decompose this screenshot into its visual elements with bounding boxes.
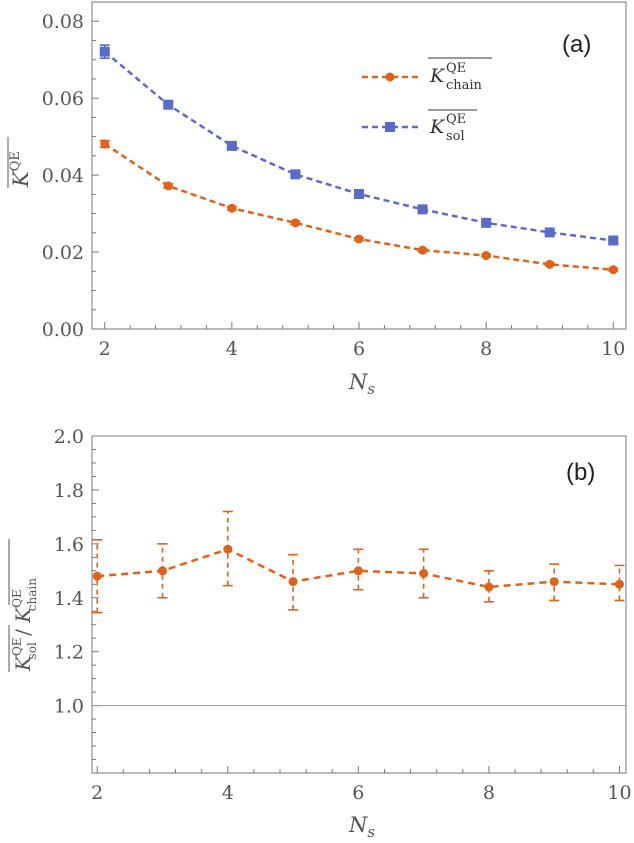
panel-a-xlabel: Ns (348, 370, 375, 398)
data-point-ratio (353, 566, 363, 576)
y-tick-label: 1.6 (54, 534, 84, 556)
data-point-chain (163, 181, 173, 191)
legend-sol-marker (385, 122, 395, 132)
panel-b: 2 4 6 8 10 1.0 1.2 1.4 1.6 1.8 2.0 (b) KQEsol / KQ… (8, 426, 632, 841)
data-point-chain (418, 245, 428, 255)
data-point-ratio (614, 579, 624, 589)
data-point-sol (417, 204, 428, 215)
data-point-ratio (419, 568, 429, 578)
data-point-chain (354, 234, 364, 244)
y-tick-label: 0.08 (42, 11, 84, 33)
x-tick-label: 10 (601, 338, 625, 360)
x-tick-label: 6 (352, 782, 364, 804)
panel-a-ylabel: KQE (7, 137, 33, 188)
x-tick-label: 4 (226, 338, 238, 360)
panel-a-label: (a) (562, 31, 591, 58)
data-point-ratio (484, 582, 494, 592)
data-point-chain (481, 251, 491, 261)
data-point-sol (99, 46, 110, 57)
y-tick-label: 2.0 (54, 426, 84, 448)
series-line-ratio (97, 547, 620, 589)
data-point-sol (163, 99, 174, 110)
data-point-ratio (549, 577, 559, 587)
data-point-ratio (158, 566, 168, 576)
x-tick-label: 2 (91, 782, 103, 804)
data-point-chain (290, 218, 300, 228)
x-tick-label: 8 (480, 338, 492, 360)
panel-a-frame (91, 1, 627, 330)
data-point-sol (226, 140, 237, 151)
series-line-chain (104, 142, 614, 272)
y-tick-label: 1.2 (54, 642, 84, 664)
legend-item-chain: K QE chain (362, 57, 492, 93)
data-point-ratio (92, 571, 102, 581)
y-tick-label: 1.4 (54, 588, 84, 610)
legend-chain-marker (385, 72, 395, 82)
panel-b-label: (b) (566, 459, 595, 486)
x-tick-label: 10 (607, 782, 631, 804)
x-tick-label: 6 (353, 338, 365, 360)
y-tick-label: 0.06 (42, 88, 84, 110)
x-tick-label: 4 (222, 782, 234, 804)
series-line-sol (103, 50, 614, 242)
panel-b-xlabel: Ns (348, 813, 375, 841)
data-point-chain (227, 203, 237, 213)
data-point-chain (608, 265, 618, 275)
errorbar-ratio (614, 564, 625, 602)
data-point-ratio (223, 544, 233, 554)
errorbar-ratio (418, 548, 429, 599)
errorbar-ratio (157, 543, 168, 599)
y-tick-label: 0.04 (42, 165, 84, 187)
legend-chain-label: K QE chain (429, 61, 483, 93)
y-tick-label: 0.00 (42, 319, 84, 341)
y-tick-label: 1.8 (54, 480, 84, 502)
x-tick-label: 2 (99, 338, 111, 360)
svg-text:KQE: KQE (8, 151, 33, 188)
y-tick-label: 1.0 (54, 696, 84, 718)
data-point-sol (290, 169, 301, 180)
errorbar-ratio (483, 569, 494, 603)
data-point-chain (100, 139, 110, 149)
data-point-sol (481, 217, 492, 228)
legend-item-sol: K QE sol (362, 109, 477, 144)
data-point-sol (354, 188, 364, 199)
x-tick-label: 8 (483, 782, 495, 804)
data-point-sol (608, 235, 619, 246)
data-point-chain (545, 259, 555, 269)
data-point-ratio (288, 577, 298, 587)
legend-sol-label: K QE sol (429, 112, 466, 144)
svg-text:KQEsol / KQEchain: KQEsol / KQEchain (10, 578, 39, 672)
y-tick-label: 0.02 (42, 242, 84, 264)
panel-b-frame (91, 435, 627, 774)
data-point-sol (544, 227, 555, 238)
panel-b-ylabel: KQEsol / KQEchain (8, 539, 39, 672)
legend: K QE chain K QE sol (362, 57, 492, 144)
